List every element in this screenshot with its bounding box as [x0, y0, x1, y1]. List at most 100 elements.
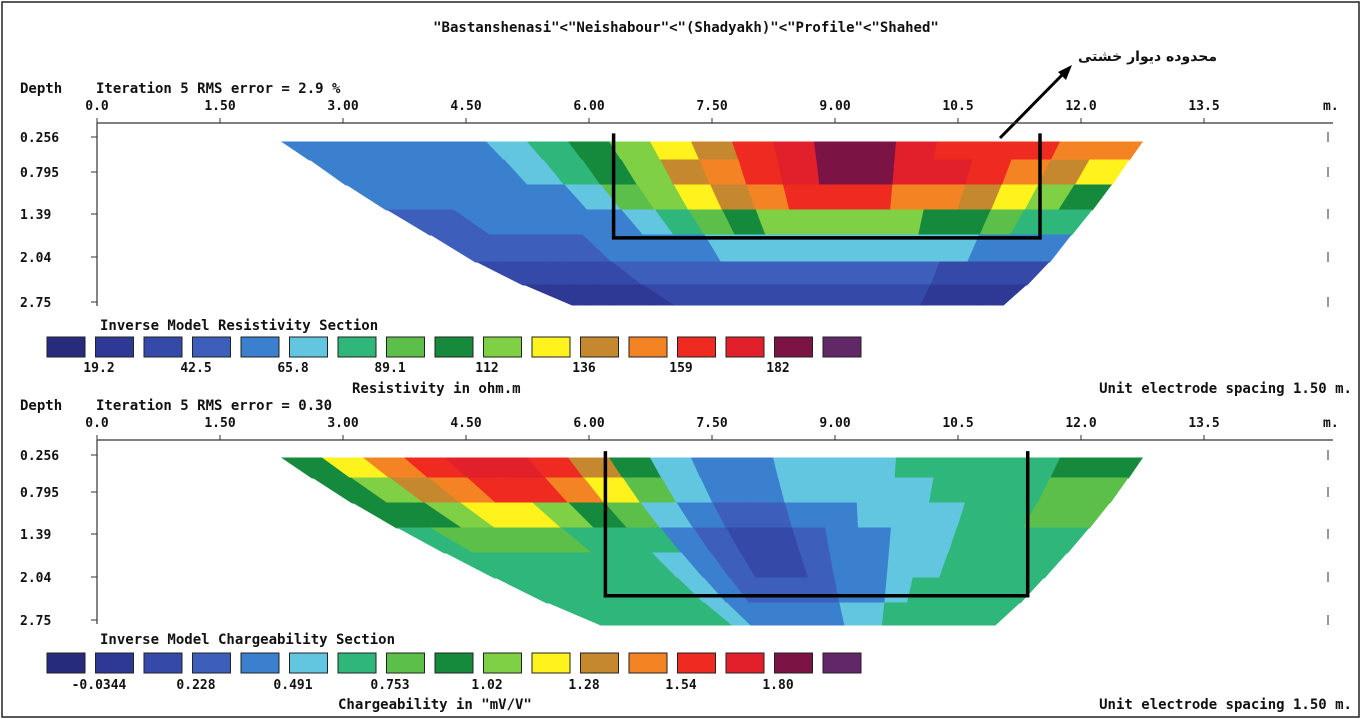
model-cell: [894, 141, 938, 161]
model-cell: [1002, 261, 1050, 286]
model-cell: [710, 184, 757, 211]
x-unit-label: m.: [1323, 99, 1339, 114]
legend-swatch: [822, 652, 862, 674]
model-cell: [419, 209, 492, 236]
model-cell: [673, 184, 724, 211]
wall-annotation: محدوده دیوار خشتی: [1078, 49, 1217, 65]
legend-value: 0.228: [176, 678, 215, 693]
model-cell: [528, 527, 594, 554]
model-cell: [892, 159, 935, 186]
legend-swatch: [677, 652, 716, 674]
model-cell: [486, 141, 545, 161]
x-tick-label: 7.50: [696, 99, 727, 114]
model-cell: [978, 261, 1023, 286]
model-cell: [444, 552, 522, 579]
model-cell: [714, 284, 758, 306]
model-cell: [819, 184, 858, 211]
model-cell: [882, 261, 914, 286]
model-cell: [792, 527, 831, 554]
legend-values: 19.2 42.5 65.8 89.1 112 136 159 182: [83, 361, 789, 376]
legend-value: 112: [475, 361, 498, 376]
x-tick-label: 4.50: [450, 99, 481, 114]
model-cell: [622, 552, 679, 579]
model-cell: [639, 261, 692, 286]
model-cell: [746, 184, 791, 211]
legend-swatch: [725, 336, 765, 358]
model-cell: [465, 159, 529, 186]
model-cell: [1050, 457, 1102, 479]
model-cell: [503, 552, 574, 579]
model-cell: [418, 184, 489, 211]
model-cell: [1022, 502, 1075, 529]
model-cell: [520, 209, 584, 236]
model-cell: [857, 527, 892, 554]
model-cell: [691, 141, 740, 161]
model-cell: [568, 141, 623, 161]
model-cell: [642, 284, 697, 306]
legend-swatch: [192, 652, 231, 674]
model-cells: [281, 457, 1143, 626]
model-cell: [734, 234, 777, 263]
model-cell: [1055, 502, 1111, 529]
model-cell: [609, 141, 662, 161]
model-cell: [739, 477, 786, 504]
y-tick-label: 2.75: [20, 296, 51, 311]
legend-swatch: [386, 336, 425, 358]
model-cell: [956, 502, 1003, 529]
model-cell: [748, 261, 788, 286]
model-cell: [582, 234, 641, 263]
model-cell: [1074, 159, 1130, 186]
model-cell: [972, 141, 1020, 161]
annotation-arrowhead: [1058, 65, 1072, 80]
model-cell: [455, 184, 522, 211]
model-cell: [894, 457, 938, 479]
legend-values: -0.0344 0.228 0.491 0.753 1.02 1.28 1.54 1.80: [72, 678, 794, 693]
model-cell: [961, 284, 1004, 306]
model-cell: [660, 159, 712, 186]
legend-swatch: [434, 336, 474, 358]
model-cell: [311, 477, 390, 504]
x-tick-label: 1.50: [204, 416, 235, 431]
model-cell: [546, 602, 621, 626]
y-tick-label: 1.39: [20, 208, 51, 223]
model-cell: [611, 261, 668, 286]
model-cell: [636, 602, 696, 626]
model-cell: [857, 261, 887, 286]
legend-swatch: [677, 336, 716, 358]
y-tick-labels: 0.256 0.795 1.39 2.04 2.75: [20, 131, 59, 311]
model-cell: [933, 457, 979, 479]
x-tick-labels: 0.0 1.50 3.00 4.50 6.00 7.50 9.00 10.5 12.0 13.5: [85, 99, 1219, 114]
model-cell: [755, 209, 798, 236]
model-cell: [918, 209, 959, 236]
model-cell: [786, 284, 820, 306]
color-legend: [46, 652, 862, 674]
model-cell: [820, 502, 859, 529]
model-cell: [429, 527, 505, 554]
model-cell: [676, 502, 728, 529]
model-cell: [859, 552, 890, 579]
model-cell: [569, 602, 640, 626]
model-cell: [546, 577, 616, 604]
model-cell: [855, 141, 897, 161]
model-cell: [568, 457, 624, 479]
model-cell: [494, 577, 571, 604]
legend-value: 0.753: [370, 678, 409, 693]
model-cell: [621, 159, 675, 186]
model-cell: [770, 552, 810, 579]
legend-value: 1.28: [568, 678, 599, 693]
model-cell: [487, 209, 553, 236]
model-cell: [345, 184, 421, 211]
legend-caption: Chargeability in "mV/V": [338, 697, 532, 713]
x-tick-label: 3.00: [327, 416, 358, 431]
model-cell: [890, 502, 930, 529]
model-cell: [948, 527, 991, 554]
model-cell: [861, 602, 886, 626]
legend-value: 136: [572, 361, 596, 376]
model-cell: [900, 602, 931, 626]
model-cell: [749, 602, 790, 626]
model-cell: [693, 527, 742, 554]
x-tick-label: 12.0: [1065, 99, 1096, 114]
model-cell: [886, 552, 920, 579]
model-cell: [429, 234, 504, 263]
model-cell: [912, 234, 950, 263]
